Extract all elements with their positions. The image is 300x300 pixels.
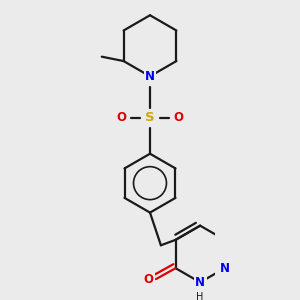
Text: O: O (173, 111, 183, 124)
Text: N: N (195, 276, 205, 289)
Text: O: O (143, 273, 153, 286)
Text: S: S (145, 111, 155, 124)
Text: O: O (117, 111, 127, 124)
Text: N: N (220, 262, 230, 275)
Text: H: H (196, 292, 204, 300)
Text: N: N (145, 70, 155, 83)
